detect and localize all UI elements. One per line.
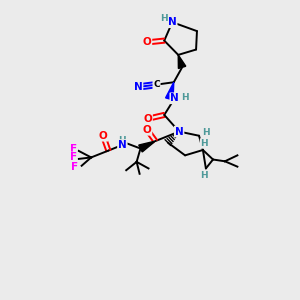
Text: C: C — [153, 80, 160, 89]
Text: H: H — [182, 94, 189, 103]
Text: N: N — [175, 127, 184, 136]
Text: O: O — [143, 38, 152, 47]
Polygon shape — [178, 55, 186, 68]
Text: H: H — [201, 171, 208, 180]
Polygon shape — [166, 82, 174, 100]
Polygon shape — [139, 141, 155, 152]
Text: N: N — [170, 93, 179, 103]
Text: H: H — [160, 14, 168, 23]
Text: H: H — [201, 139, 208, 148]
Text: H: H — [118, 136, 126, 145]
Text: N: N — [134, 82, 142, 92]
Text: ·: · — [181, 94, 184, 103]
Text: O: O — [143, 125, 152, 135]
Text: F: F — [70, 144, 77, 154]
Text: N: N — [168, 17, 177, 27]
Text: O: O — [143, 114, 152, 124]
Text: F: F — [71, 162, 78, 172]
Text: F: F — [70, 152, 77, 162]
Text: N: N — [118, 140, 127, 150]
Text: O: O — [99, 131, 107, 141]
Text: H: H — [202, 128, 209, 137]
